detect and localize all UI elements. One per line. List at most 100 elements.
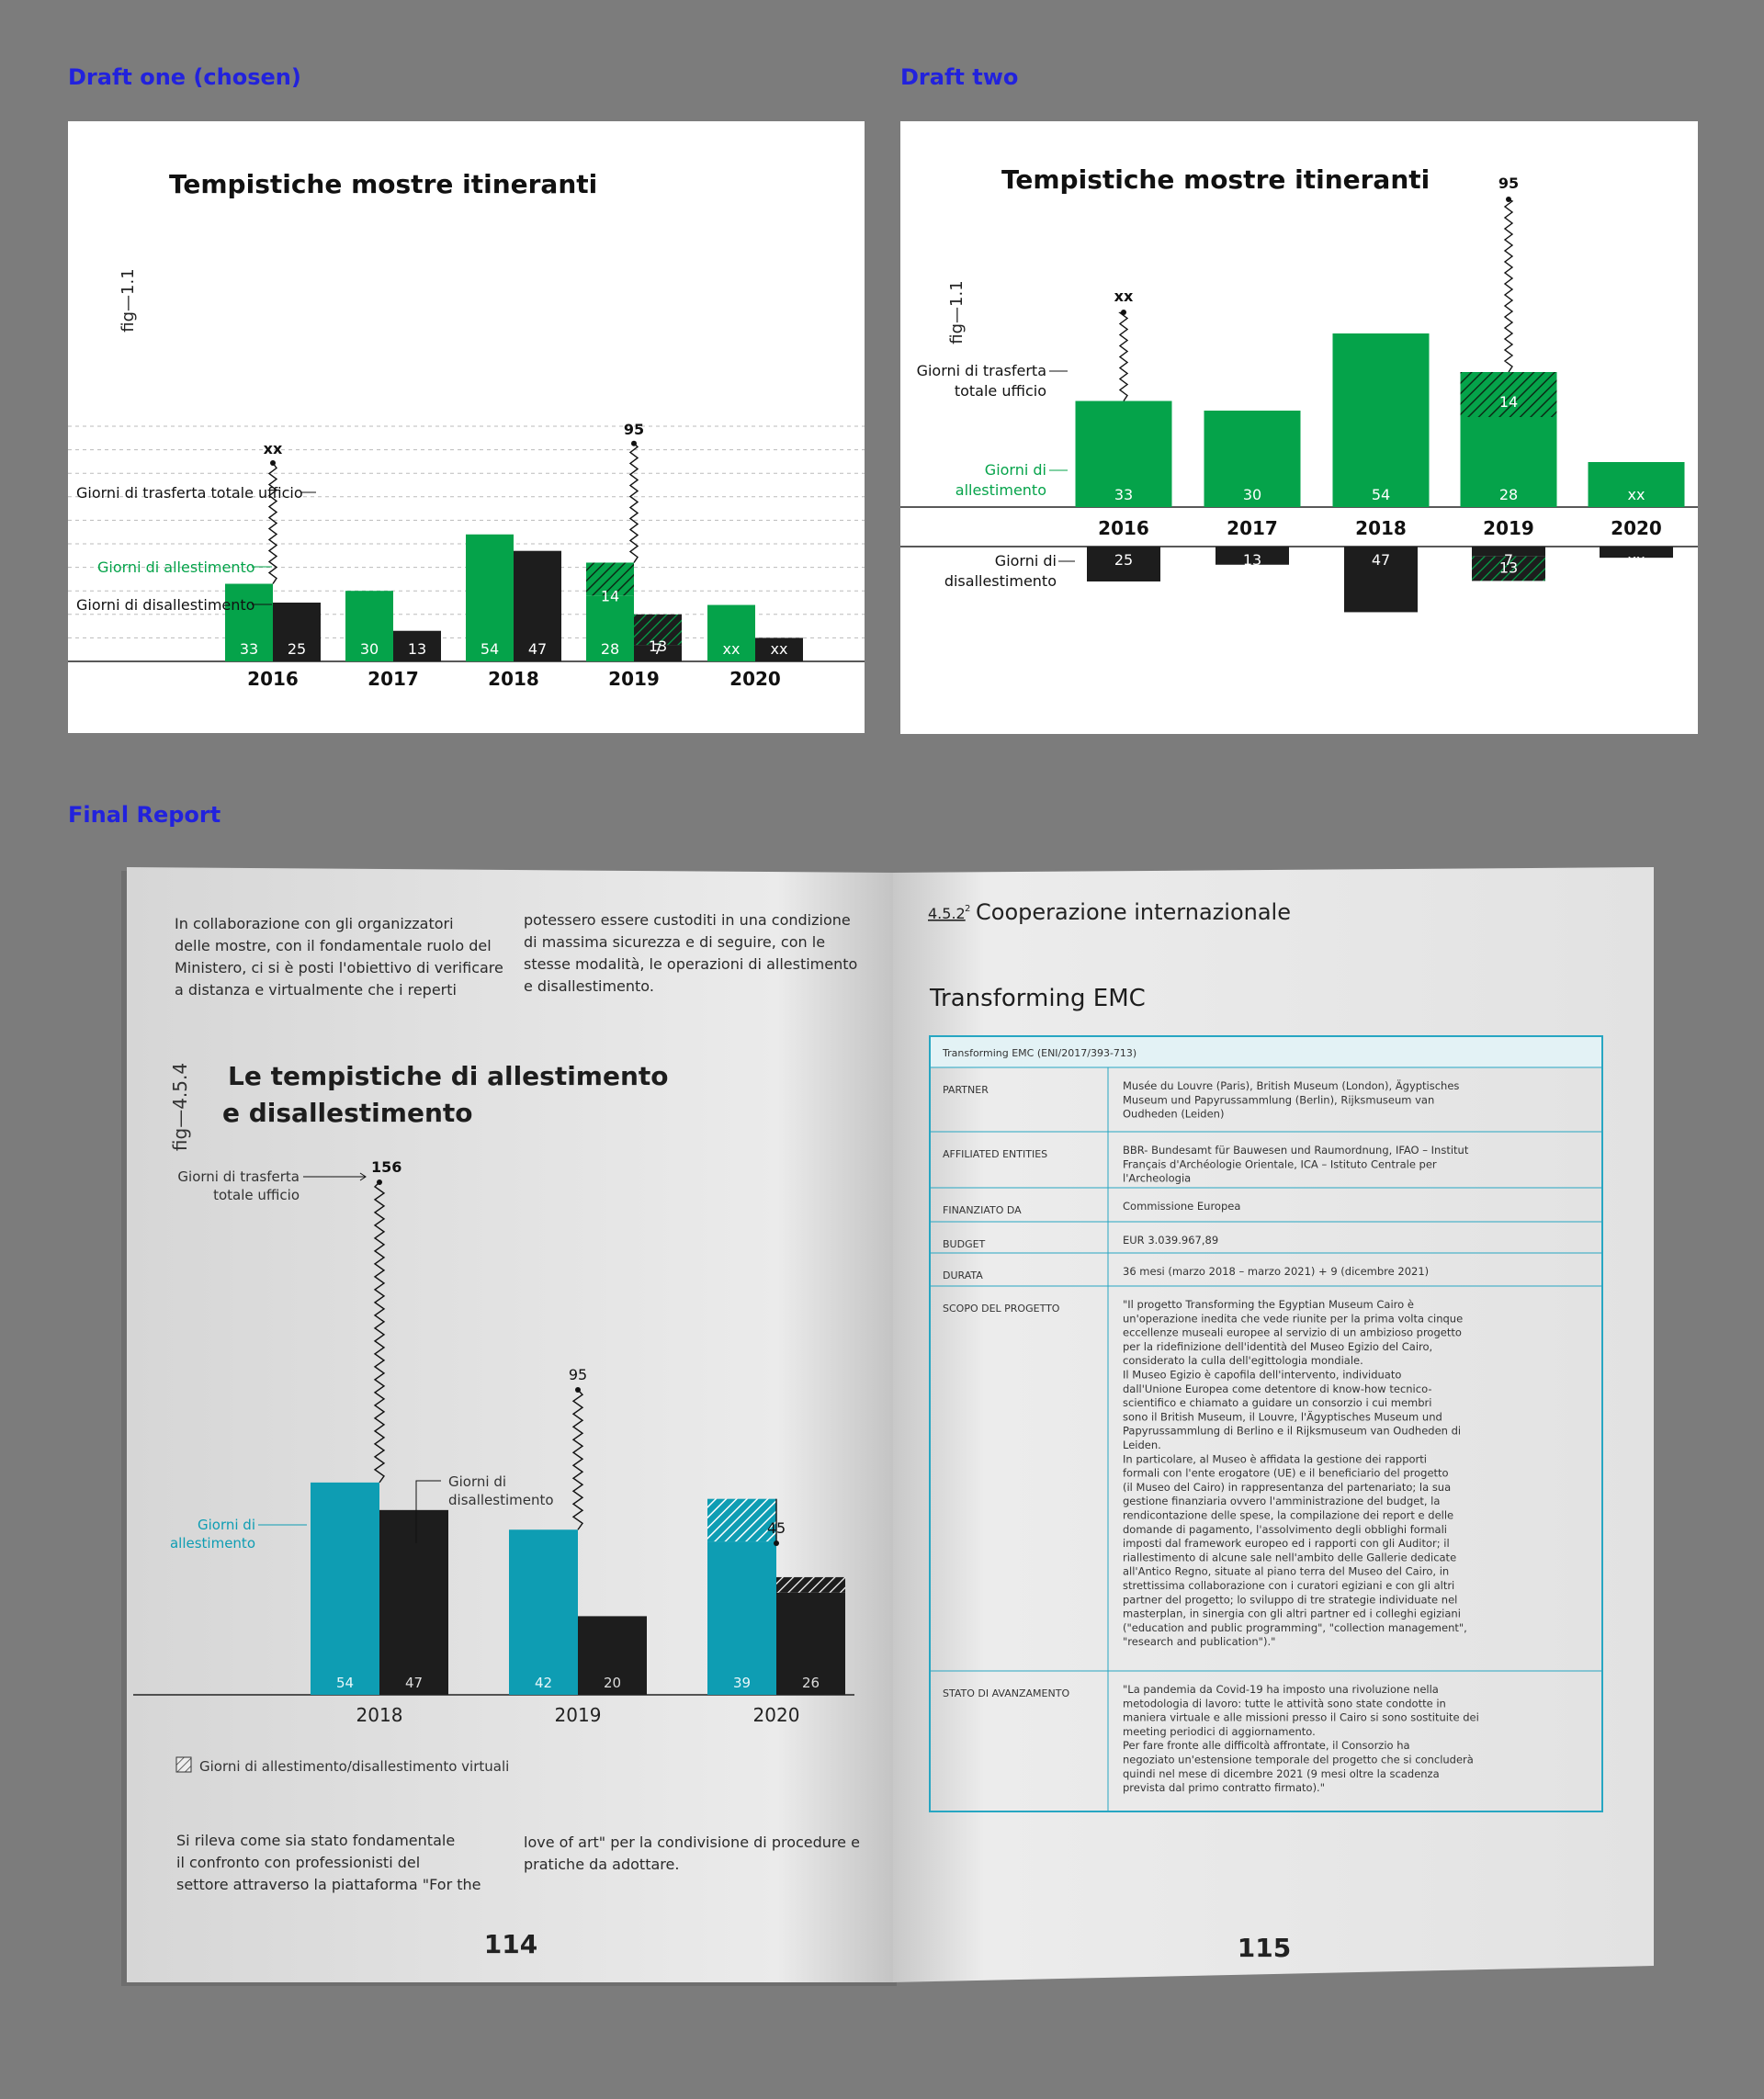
bar-value-label: xx [1628, 486, 1645, 503]
table-row-text: meeting periodici di aggiornamento. [1123, 1725, 1316, 1738]
body-text-line: Si rileva come sia stato fondamentale [176, 1832, 455, 1849]
bar-virtual-disallestimento-2019 [1472, 556, 1545, 581]
category-label: 2019 [555, 1704, 602, 1726]
bar-disallestimento-2019 [634, 645, 682, 661]
legend-trasferta: Giorni di trasferta totale ufficio [76, 484, 303, 502]
body-text-line: e disallestimento. [524, 977, 654, 995]
trasferta-dot [631, 440, 637, 446]
legend-virtual-swatch [175, 1756, 192, 1773]
bar-value-label: 7 [653, 640, 662, 658]
table-row-text: Oudheden (Leiden) [1123, 1108, 1224, 1121]
legend-allestimento-line2: allestimento [170, 1535, 255, 1552]
bar-disallestimento-2018 [379, 1509, 448, 1695]
bar-value-label: 28 [1499, 486, 1518, 503]
bar-allestimento-2018 [1332, 333, 1430, 507]
category-label: 2018 [1355, 517, 1407, 539]
table-row-text: Leiden. [1123, 1439, 1161, 1451]
table-row-text: ("education and public programming", "co… [1123, 1621, 1467, 1634]
heading-draft-one: Draft one (chosen) [68, 64, 301, 90]
table-caption: Transforming EMC (ENI/2017/393-713) [942, 1047, 1136, 1059]
table-row-text: domande di pagamento, l'assolvimento deg… [1123, 1523, 1447, 1536]
bar-value-label: 25 [288, 640, 306, 658]
section-superscript: 2 [965, 904, 970, 914]
trasferta-dot [270, 460, 276, 466]
table-row-label: DURATA [943, 1270, 983, 1281]
bar-disallestimento-2020 [1600, 547, 1673, 559]
table-row-text: Commissione Europea [1123, 1200, 1240, 1213]
category-label: 2018 [356, 1704, 403, 1726]
fig-label: fig—4.5.4 [169, 1063, 191, 1151]
trasferta-dot [774, 1540, 779, 1546]
category-label: 2018 [488, 668, 539, 690]
table-row-text: In particolare, al Museo è affidata la g… [1123, 1452, 1427, 1465]
category-label: 2019 [1483, 517, 1534, 539]
category-label: 2016 [1098, 517, 1149, 539]
draft-two-panel: fig—1.1 Tempistiche mostre itineranti 33 20… [900, 121, 1698, 734]
legend-disallestimento-line1: Giorni di [448, 1473, 506, 1490]
bar-value-label: 47 [1372, 551, 1390, 569]
bar-value-label: 20 [604, 1675, 621, 1691]
bar-disallestimento-2016 [273, 603, 321, 661]
table-row-text: considerato la culla dell'egittologia mo… [1123, 1354, 1363, 1367]
trasferta-label: 95 [1498, 175, 1519, 192]
chart-title: Tempistiche mostre itineranti [169, 169, 597, 199]
bar-value-label: 47 [405, 1675, 423, 1691]
bar-value-label: 39 [733, 1675, 751, 1691]
legend-trasferta-line2: totale ufficio [213, 1187, 300, 1203]
bar-value-label: 54 [336, 1675, 354, 1691]
legend-trasferta-line1: Giorni di trasferta [917, 362, 1046, 379]
legend-virtual-label: Giorni di allestimento/disallestimento v… [199, 1758, 509, 1775]
chart-title-line1: Le tempistiche di allestimento [228, 1061, 669, 1091]
table-row-text: eccellenze museali europee al servizio d… [1123, 1326, 1462, 1339]
bar-virtual-label: 14 [1499, 393, 1518, 411]
bar-disallestimento-2020 [755, 638, 803, 661]
bar-disallestimento-2018 [514, 550, 561, 661]
table-row-text: Papyrussammlung di Berlino e il Rijksmus… [1123, 1425, 1461, 1438]
bar-virtual-label: 14 [601, 587, 619, 604]
category-label: 2020 [1611, 517, 1662, 539]
trasferta-dot [377, 1179, 382, 1185]
bar-value-label: 30 [360, 640, 379, 658]
bar-value-label: 30 [1243, 486, 1261, 503]
legend-trasferta-line2: totale ufficio [955, 382, 1046, 400]
trasferta-line [373, 1181, 386, 1484]
table-row-text: 36 mesi (marzo 2018 – marzo 2021) + 9 (d… [1123, 1265, 1429, 1278]
trasferta-label: xx [264, 440, 283, 457]
bar-value-label: 28 [601, 640, 619, 658]
bar-value-label: 26 [802, 1675, 820, 1691]
category-label: 2019 [608, 668, 660, 690]
legend-leader [415, 1480, 441, 1543]
bar-value-label: 47 [528, 640, 547, 658]
legend-disallestimento-line2: disallestimento [944, 572, 1057, 590]
table-row-text: partner del progetto; lo sviluppo di tre… [1123, 1593, 1457, 1606]
table-row-text: imposti dal framework europeo ed i rappo… [1123, 1537, 1450, 1550]
heading-final-report: Final Report [68, 802, 221, 828]
trasferta-line [1118, 311, 1129, 401]
legend-allestimento-line1: Giorni di [198, 1517, 255, 1533]
category-label: 2017 [1227, 517, 1278, 539]
bar-allestimento-2016 [1075, 401, 1172, 507]
table-row-text: (il Museo del Cairo) in rappresentanza d… [1123, 1481, 1451, 1494]
bar-value-label: 33 [1114, 486, 1133, 503]
trasferta-dot [575, 1387, 581, 1393]
body-text-line: di massima sicurezza e di seguire, con l… [524, 933, 825, 951]
table-row-text: scientifico e chiamato a guidare un cons… [1123, 1396, 1431, 1409]
bar-virtual-allestimento-2019 [586, 562, 634, 596]
bar-virtual-disallestimento-2020 [776, 1576, 845, 1593]
trasferta-dot [1121, 310, 1126, 315]
table-row-text: l'Archeologia [1123, 1172, 1191, 1185]
draft-one-panel: fig—1.1 Tempistiche mostre itineranti 33 25… [68, 121, 865, 733]
left-page [127, 867, 893, 1982]
table-row-text: sono il British Museum, il Louvre, l'Ägy… [1123, 1409, 1442, 1423]
bar-value-label: xx [723, 640, 741, 658]
right-page [893, 867, 1654, 1982]
table-row-text: Français d'Archéologie Orientale, ICA – … [1123, 1157, 1437, 1170]
bar-disallestimento-2017 [1216, 547, 1289, 565]
body-text-line: settore attraverso la piattaforma "For t… [176, 1876, 481, 1893]
bar-value-label: xx [771, 640, 788, 658]
body-text-line: Ministero, ci si è posti l'obiettivo di … [175, 959, 503, 976]
chart-title: Tempistiche mostre itineranti [1001, 164, 1430, 195]
bar-value-label: 42 [535, 1675, 552, 1691]
table-row-label: BUDGET [943, 1238, 986, 1250]
